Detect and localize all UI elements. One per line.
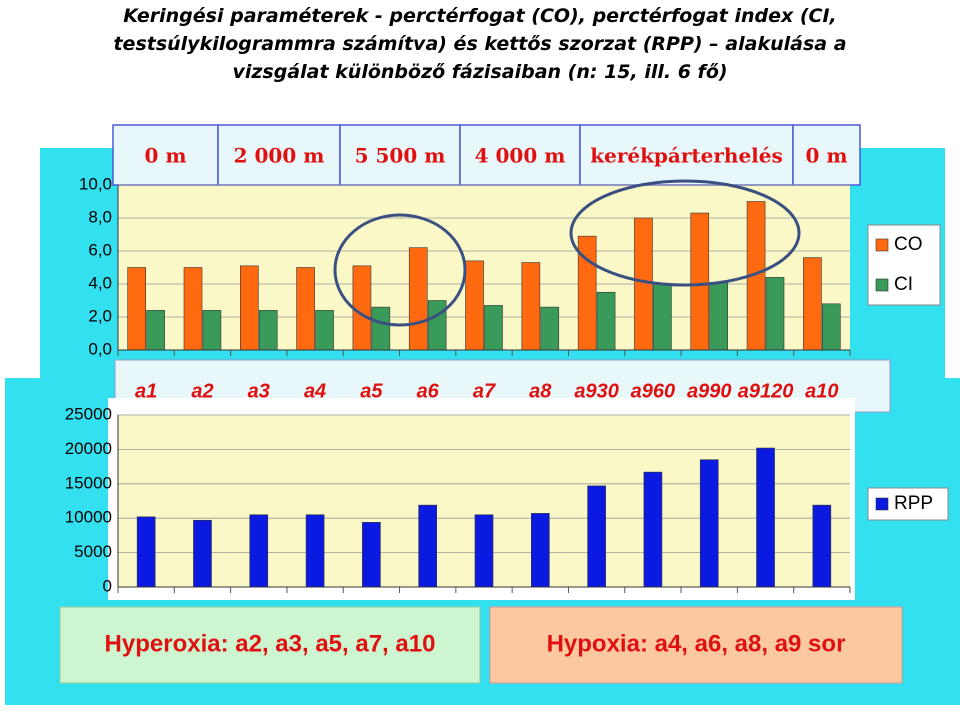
y-tick-label: 6,0 [88,240,112,259]
bar [249,514,269,588]
note-box [59,606,481,684]
bar [765,277,785,351]
bar [690,212,710,351]
plot-area-top [118,185,850,350]
category-label: a8 [529,380,552,402]
bar [315,310,334,351]
y-tick-label: 15000 [65,473,112,492]
phase-label: 2 000 m [234,144,325,168]
category-label: a10 [805,380,838,402]
bar [146,310,165,351]
category-label: a2 [191,380,213,402]
bar [540,306,560,351]
phase-label: 4 000 m [475,144,566,168]
bar [127,267,147,351]
y-tick-label: 10000 [65,508,112,527]
phase-label: kerékpárterhelés [590,144,783,168]
bar [240,265,259,351]
bar [803,257,822,351]
bar [371,306,391,351]
category-label: a1 [135,380,157,402]
y-tick-label: 0 [103,576,112,595]
bar [258,310,278,351]
bar [643,471,663,588]
note: Hyperoxia: a2, a3, a5, a7, a10 [105,630,436,657]
bar [408,247,428,351]
y-tick-label: 20000 [65,439,112,458]
note-box [489,606,903,684]
bar [746,201,766,351]
category-label: a3 [248,380,270,402]
bar [183,267,203,351]
bar [202,310,222,351]
legend-label: CO [894,234,923,255]
bar [699,459,719,588]
phase-label: 0 m [805,144,847,168]
bar [484,305,503,351]
y-tick-label: 5000 [74,542,112,561]
phase-box [112,124,219,186]
y-tick-label: 2,0 [88,306,112,325]
y-tick-label: 10,0 [79,174,112,193]
bar [427,300,447,351]
bar [474,514,494,588]
bar [577,235,597,351]
category-label: a930 [574,380,619,402]
legend-label: CI [894,274,913,295]
legend-swatch [875,278,889,292]
bar [812,504,832,588]
legend-swatch [875,497,889,511]
legend-swatch [875,238,889,252]
bar [634,217,653,351]
bar [465,260,484,351]
bar [305,514,325,588]
bar [136,516,156,588]
y-tick-label: 4,0 [88,273,112,292]
bar [352,265,372,351]
bar [653,283,672,351]
category-label: a4 [304,380,326,402]
legend-label: RPP [894,493,933,514]
bar [530,513,550,588]
y-tick-label: 8,0 [88,207,112,226]
bar [521,262,541,351]
title: Keringési paraméterek - perctérfogat (CO… [113,5,847,83]
y-tick-label: 25000 [65,404,112,423]
phase-label: 0 m [144,144,186,168]
category-label: a5 [360,380,383,402]
bar [821,303,841,351]
legend-box [867,224,941,306]
bar [418,504,438,588]
title-box: Keringési paraméterek - perctérfogat (CO… [113,5,847,83]
category-label: a9120 [738,380,794,402]
category-label: a990 [687,380,732,402]
phase-box [792,124,861,186]
bar [193,519,212,588]
bar [296,267,315,351]
y-tick-label: 0,0 [88,339,112,358]
category-label: a960 [631,380,676,402]
category-label: a6 [417,380,440,402]
bar [596,291,616,351]
note: Hypoxia: a4, a6, a8, a9 sor [547,630,846,657]
bar [756,447,775,588]
bar [587,485,606,588]
phase-box [459,124,581,186]
bar [709,282,728,351]
bar [362,522,381,588]
phase-label: 5 500 m [355,144,446,168]
category-label: a7 [473,380,496,402]
